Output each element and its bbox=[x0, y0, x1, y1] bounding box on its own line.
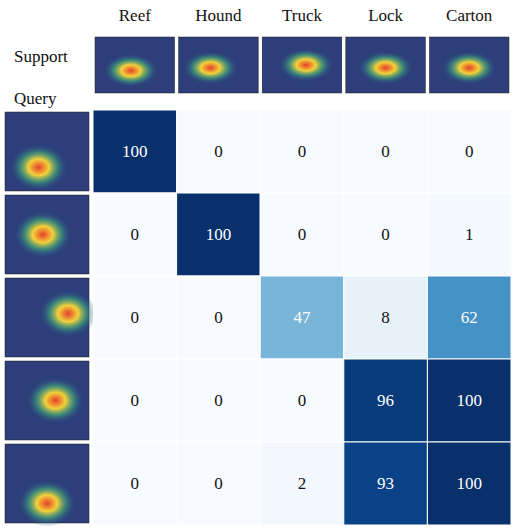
cell bbox=[93, 276, 177, 359]
attention-blob bbox=[39, 290, 98, 337]
cell-label: 100 bbox=[456, 391, 482, 410]
cell-label: 0 bbox=[381, 142, 390, 161]
cell bbox=[427, 110, 511, 193]
cells bbox=[93, 110, 511, 525]
cell-label: 0 bbox=[131, 391, 140, 410]
cell bbox=[344, 442, 428, 525]
cell bbox=[260, 110, 344, 193]
cell-labels: 1000000010000100478620009610000293100 bbox=[122, 142, 482, 493]
cell bbox=[427, 193, 511, 276]
x-tick-label: Hound bbox=[195, 6, 242, 25]
cell-label: 0 bbox=[298, 391, 307, 410]
x-tick-label: Carton bbox=[446, 6, 493, 25]
cell-label: 2 bbox=[298, 474, 307, 493]
attention-blob bbox=[103, 54, 159, 88]
cell-label: 0 bbox=[131, 225, 140, 244]
image bbox=[5, 195, 89, 274]
cell-label: 0 bbox=[214, 142, 223, 161]
attention-blob bbox=[278, 48, 334, 82]
x-tick: Truck bbox=[282, 6, 322, 25]
x-tick-label: Lock bbox=[368, 6, 403, 25]
image bbox=[5, 361, 89, 440]
x-tick: Lock bbox=[368, 6, 403, 25]
cell bbox=[344, 110, 428, 193]
cell-label: 100 bbox=[122, 142, 148, 161]
cell bbox=[260, 359, 344, 442]
x-tick-label: Reef bbox=[119, 6, 151, 25]
x-axis: Reef Hound Truck Lock Carton bbox=[119, 6, 493, 25]
cell-label: 0 bbox=[214, 391, 223, 410]
cell bbox=[427, 359, 511, 442]
cell-label: 1 bbox=[465, 225, 474, 244]
image bbox=[95, 37, 175, 93]
cell bbox=[344, 359, 428, 442]
image bbox=[5, 112, 89, 191]
attention-blob bbox=[9, 144, 68, 191]
attention-blob bbox=[18, 480, 77, 527]
heatmap-figure: ReefHoundTruckLockCartonSupportQuery1000… bbox=[0, 0, 515, 529]
y-label: Query bbox=[14, 89, 57, 108]
cell-label: 96 bbox=[377, 391, 394, 410]
cell-label: 8 bbox=[381, 308, 390, 327]
x-tick: Hound bbox=[195, 6, 242, 25]
cell bbox=[177, 110, 261, 193]
cell bbox=[177, 359, 261, 442]
image bbox=[429, 37, 509, 93]
attention-blob bbox=[13, 211, 72, 258]
cell bbox=[260, 442, 344, 525]
cell-label: 62 bbox=[461, 308, 478, 327]
attention-blob bbox=[26, 377, 85, 424]
cell bbox=[427, 276, 511, 359]
attention-blob bbox=[358, 51, 414, 85]
x-tick: Carton bbox=[446, 6, 493, 25]
cell-label: 100 bbox=[456, 474, 482, 493]
cell bbox=[93, 193, 177, 276]
cell-label: 0 bbox=[298, 225, 307, 244]
image bbox=[346, 37, 426, 93]
cell bbox=[260, 193, 344, 276]
cell bbox=[344, 276, 428, 359]
cell bbox=[177, 193, 261, 276]
cell bbox=[93, 110, 177, 193]
cell-label: 0 bbox=[214, 474, 223, 493]
cell-label: 0 bbox=[465, 142, 474, 161]
image bbox=[262, 37, 342, 93]
cell bbox=[177, 276, 261, 359]
cell-label: 47 bbox=[294, 308, 312, 327]
attention-blob bbox=[183, 51, 239, 85]
cell bbox=[260, 276, 344, 359]
image bbox=[179, 37, 259, 93]
x-tick-label: Truck bbox=[282, 6, 322, 25]
cell-label: 0 bbox=[131, 474, 140, 493]
cell-label: 100 bbox=[206, 225, 232, 244]
cell-label: 0 bbox=[298, 142, 307, 161]
cell bbox=[93, 442, 177, 525]
cell-label: 93 bbox=[377, 474, 394, 493]
cell bbox=[427, 442, 511, 525]
x-tick: Reef bbox=[119, 6, 151, 25]
attention-blob bbox=[441, 51, 497, 85]
cell-label: 0 bbox=[214, 308, 223, 327]
cell bbox=[344, 193, 428, 276]
cell-label: 0 bbox=[131, 308, 140, 327]
cell bbox=[93, 359, 177, 442]
cell-label: 0 bbox=[381, 225, 390, 244]
x-label: Support bbox=[14, 47, 68, 66]
cell bbox=[177, 442, 261, 525]
